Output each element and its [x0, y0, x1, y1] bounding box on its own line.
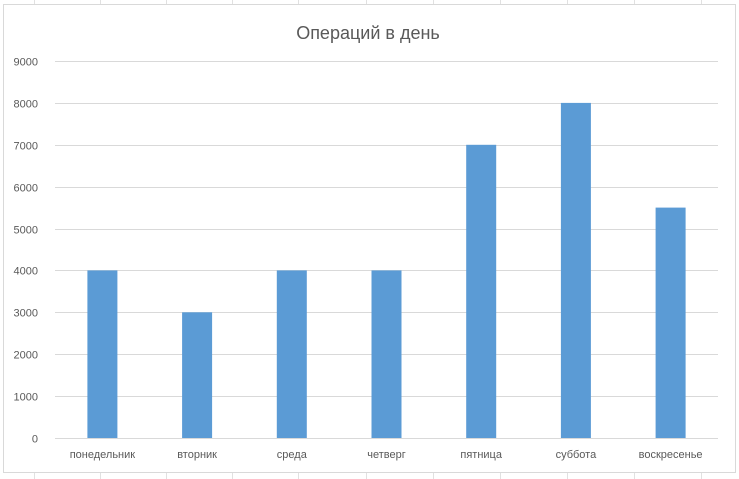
bar-5[interactable]	[466, 144, 497, 439]
bar-chart: Операций в день 0 1000 2000 3000 4000 5000 600…	[14, 23, 718, 461]
y-tick-label: 5000	[14, 225, 38, 237]
bar-4[interactable]	[371, 270, 402, 438]
bar-1[interactable]	[87, 270, 118, 438]
x-category-label: воскресенье	[639, 449, 703, 461]
y-tick-label: 3000	[14, 308, 38, 320]
bar-6[interactable]	[560, 102, 591, 439]
x-category-label: четверг	[367, 449, 406, 461]
bar-7[interactable]	[655, 207, 686, 438]
y-tick-label: 8000	[14, 99, 38, 111]
bar-3[interactable]	[276, 270, 307, 438]
bars	[87, 102, 686, 439]
x-category-label: суббота	[556, 449, 598, 461]
x-category-label: вторник	[177, 449, 217, 461]
y-tick-label: 2000	[14, 350, 38, 362]
x-category-label: среда	[277, 449, 308, 461]
chart-area[interactable]: Операций в день 0 1000 2000 3000 4000 5000 600…	[3, 4, 736, 473]
x-category-label: пятница	[460, 449, 502, 461]
x-axis-labels: понедельник вторник среда четверг пятница суб…	[70, 449, 703, 461]
y-tick-label: 6000	[14, 183, 38, 195]
y-tick-label: 0	[32, 434, 38, 446]
y-tick-label: 4000	[14, 266, 38, 278]
bar-2[interactable]	[182, 312, 213, 438]
y-tick-label: 1000	[14, 392, 38, 404]
y-axis-ticks: 0 1000 2000 3000 4000 5000 6000 7000 8000 9000	[14, 57, 38, 446]
y-tick-label: 7000	[14, 141, 38, 153]
chart-title: Операций в день	[296, 23, 440, 43]
y-tick-label: 9000	[14, 57, 38, 69]
x-category-label: понедельник	[70, 449, 136, 461]
